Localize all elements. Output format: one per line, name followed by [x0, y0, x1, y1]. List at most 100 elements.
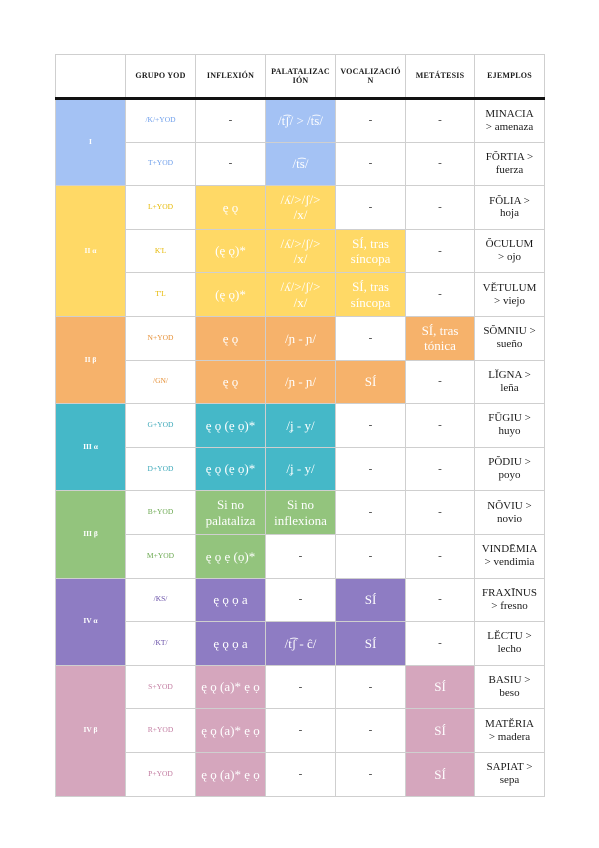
header-palatalizacion: PALATALIZAC IÓN [265, 54, 336, 100]
metatesis-cell: - [405, 185, 475, 230]
table-row: D+YOD ę ǫ (ẹ ọ)*/ʝ - y/- - PŎDIU > poyo [56, 446, 545, 492]
yod-group-cell: G+YOD [125, 403, 196, 448]
vocalizacion-cell: - [335, 185, 406, 230]
vocalizacion-cell: - [335, 141, 406, 187]
header-grupo-yod: GRUPO YOD [125, 54, 196, 100]
table-body: I/K/+YOD -/t͡ʃ/ > /t͡s/- - MINACIA > amenaz… [55, 97, 545, 797]
inflexion-cell: ę ǫ [195, 185, 266, 230]
table-row: II α L+YOD ę ǫ/ʎ/>/ʃ/> /x/- - FŎLIA > hoja [55, 185, 545, 317]
palatalizacion-cell: /ɲ - ɲ/ [265, 315, 336, 361]
inflexion-cell: ę ǫ (a)* ẹ ọ [195, 751, 266, 797]
yod-table: GRUPO YOD INFLEXIÓN PALATALIZAC IÓN VOCA… [55, 54, 545, 797]
metatesis-cell: - [405, 228, 475, 274]
inflexion-cell: ę ǫ (a)* ẹ ọ [195, 664, 266, 710]
palatalizacion-cell: /ʝ - y/ [265, 403, 336, 448]
metatesis-cell: SÍ [405, 708, 475, 753]
palatalizacion-cell: /ʎ/>/ʃ/> /x/ [265, 228, 336, 274]
palatalizacion-cell: /t͡ʃ - ĉ/ [265, 621, 336, 666]
yod-group-cell: P+YOD [125, 751, 196, 797]
inflexion-cell: ę ǫ (ẹ ọ)* [195, 403, 266, 448]
metatesis-cell: SÍ, tras tónica [405, 315, 475, 361]
vocalizacion-cell: - [335, 490, 406, 535]
metatesis-cell: - [405, 621, 475, 666]
group-label: IV β [55, 664, 126, 797]
palatalizacion-cell: - [265, 577, 336, 623]
palatalizacion-cell: /ʎ/>/ʃ/> /x/ [265, 185, 336, 230]
inflexion-cell: - [195, 141, 266, 187]
vocalizacion-cell: SÍ, tras síncopa [335, 228, 406, 274]
table-row: /GN/ę ǫ/ɲ - ɲ/SÍ - LĬGNA > leña [56, 359, 545, 405]
vocalizacion-cell: - [335, 708, 406, 753]
yod-group-cell: /K/+YOD [125, 98, 196, 143]
yod-group-cell: S+YOD [125, 664, 196, 710]
inflexion-cell: ę ǫ [195, 315, 266, 361]
ejemplo-cell: SŎMNIU > sueño [474, 315, 545, 361]
yod-group-cell: B+YOD [125, 490, 196, 535]
palatalizacion-cell: /ʝ - y/ [265, 446, 336, 492]
group-label: III α [55, 403, 126, 492]
header-inflexion: INFLEXIÓN [195, 54, 266, 100]
ejemplo-cell: FŎRTIA > fuerza [474, 141, 545, 187]
group-label: III β [55, 490, 126, 579]
inflexion-cell: Si no palataliza [195, 490, 266, 535]
table-row: T+YOD -/t͡s/- - FŎRTIA > fuerza [56, 141, 545, 187]
ejemplo-cell: BASIU > beso [474, 664, 545, 710]
table-header: GRUPO YOD INFLEXIÓN PALATALIZAC IÓN VOCA… [55, 54, 545, 100]
yod-group-cell: N+YOD [125, 315, 196, 361]
vocalizacion-cell: - [335, 403, 406, 448]
ejemplo-cell: LĬGNA > leña [474, 359, 545, 405]
metatesis-cell: - [405, 446, 475, 492]
table-row: K'L (ę ǫ)*/ʎ/>/ʃ/> /x/SÍ, tras síncopa - ŎC… [56, 228, 545, 274]
inflexion-cell: ę ǫ (a)* ẹ ọ [195, 708, 266, 753]
vocalizacion-cell: - [335, 664, 406, 710]
ejemplo-cell: SAPIAT > sepa [474, 751, 545, 797]
ejemplo-cell: VINDĒMIA > vendimia [474, 533, 545, 579]
table-row: IV α/KS/ę ǫ ọ a - SÍ - FRAXĪNUS > fresno [55, 577, 545, 666]
header-metatesis: METÁTESIS [405, 54, 475, 100]
palatalizacion-cell: Si no inflexiona [265, 490, 336, 535]
ejemplo-cell: ŎCULUM > ojo [474, 228, 545, 274]
table-row: I/K/+YOD -/t͡ʃ/ > /t͡s/- - MINACIA > amenaz… [55, 97, 545, 187]
table-row: IV β S+YOD ę ǫ (a)* ẹ ọ - - SÍ BASIU > beso [55, 664, 545, 797]
table-row: II β N+YOD ę ǫ/ɲ - ɲ/ - SÍ, tras tónica SŎMNI… [55, 315, 545, 405]
group-label: IV α [55, 577, 126, 666]
palatalizacion-cell: /t͡ʃ/ > /t͡s/ [265, 98, 336, 143]
yod-group-cell: L+YOD [125, 185, 196, 230]
group-label: II α [55, 185, 126, 317]
yod-group-cell: T'L [125, 272, 196, 317]
header-group [55, 54, 126, 100]
group-label: I [55, 97, 126, 187]
palatalizacion-cell: - [265, 751, 336, 797]
table-row: III α G+YOD ę ǫ (ẹ ọ)*/ʝ - y/- - FŪGIU > huy… [55, 403, 545, 492]
palatalizacion-cell: /ɲ - ɲ/ [265, 359, 336, 405]
group-label: II β [55, 315, 126, 405]
ejemplo-cell: VĔTULUM > viejo [474, 272, 545, 317]
palatalizacion-cell: - [265, 533, 336, 579]
ejemplo-cell: FRAXĪNUS > fresno [474, 577, 545, 623]
ejemplo-cell: PŎDIU > poyo [474, 446, 545, 492]
table-row: T'L (ę ǫ)*/ʎ/>/ʃ/> /x/SÍ, tras síncopa - VĔ… [56, 272, 545, 317]
yod-group-cell: D+YOD [125, 446, 196, 492]
metatesis-cell: - [405, 403, 475, 448]
yod-group-cell: K'L [125, 228, 196, 274]
vocalizacion-cell: - [335, 446, 406, 492]
ejemplo-cell: FŪGIU > huyo [474, 403, 545, 448]
palatalizacion-cell: - [265, 664, 336, 710]
header-ejemplos: EJEMPLOS [474, 54, 545, 100]
vocalizacion-cell: SÍ [335, 577, 406, 623]
metatesis-cell: - [405, 577, 475, 623]
ejemplo-cell: MATĔRIA > madera [474, 708, 545, 753]
metatesis-cell: - [405, 359, 475, 405]
vocalizacion-cell: - [335, 98, 406, 143]
ejemplo-cell: MINACIA > amenaza [474, 98, 545, 143]
metatesis-cell: - [405, 272, 475, 317]
inflexion-cell: ę ǫ [195, 359, 266, 405]
yod-group-cell: /KT/ [125, 621, 196, 666]
yod-group-cell: /KS/ [125, 577, 196, 623]
palatalizacion-cell: - [265, 708, 336, 753]
ejemplo-cell: NŎVIU > novio [474, 490, 545, 535]
metatesis-cell: SÍ [405, 751, 475, 797]
yod-group-cell: /GN/ [125, 359, 196, 405]
metatesis-cell: SÍ [405, 664, 475, 710]
yod-group-cell: R+YOD [125, 708, 196, 753]
